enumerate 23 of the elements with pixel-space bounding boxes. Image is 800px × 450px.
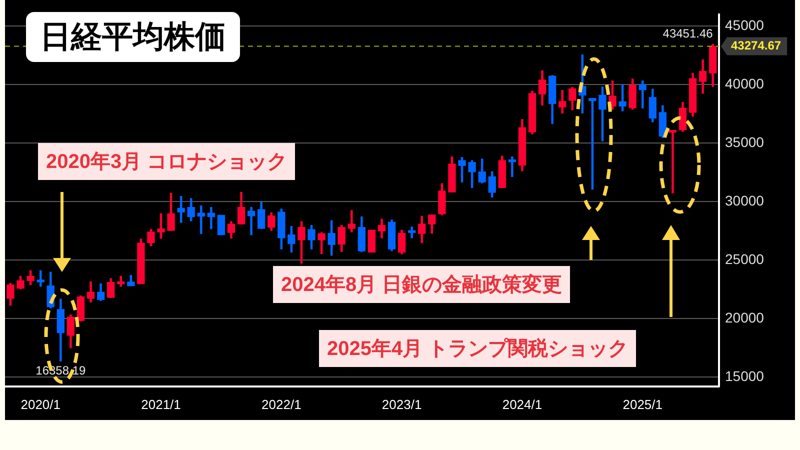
x-tick-label: 2023/1 — [382, 396, 422, 412]
candlestick — [197, 205, 205, 234]
annotation: 2025年4月 トランプ関税ショック — [319, 330, 636, 367]
x-tick-label: 2021/1 — [141, 396, 181, 412]
y-tick-label: 15000 — [725, 368, 764, 384]
x-tick-label: 2025/1 — [622, 396, 662, 412]
y-tick-label: 30000 — [725, 192, 764, 208]
candlestick — [247, 206, 256, 236]
chart-title: 日経平均株価 — [26, 12, 240, 62]
annotation: 2024年8月 日銀の金融政策変更 — [273, 266, 570, 303]
annotation: 2020年3月 コロナショック — [38, 143, 296, 180]
y-tick-label: 25000 — [725, 250, 764, 267]
y-tick-label: 20000 — [725, 309, 764, 326]
annotation: 43451.46 — [662, 26, 714, 41]
y-tick-label: 45000 — [725, 16, 764, 33]
x-tick-label: 2020/1 — [20, 396, 60, 412]
y-tick-label: 35000 — [725, 134, 764, 150]
x-tick-label: 2022/1 — [262, 396, 302, 412]
candlestick — [668, 130, 677, 194]
candlestick — [508, 156, 516, 177]
x-tick-label: 2024/1 — [502, 396, 542, 412]
y-tick-label: 40000 — [725, 75, 764, 92]
ref-line-label: 43274.67 — [731, 38, 782, 53]
